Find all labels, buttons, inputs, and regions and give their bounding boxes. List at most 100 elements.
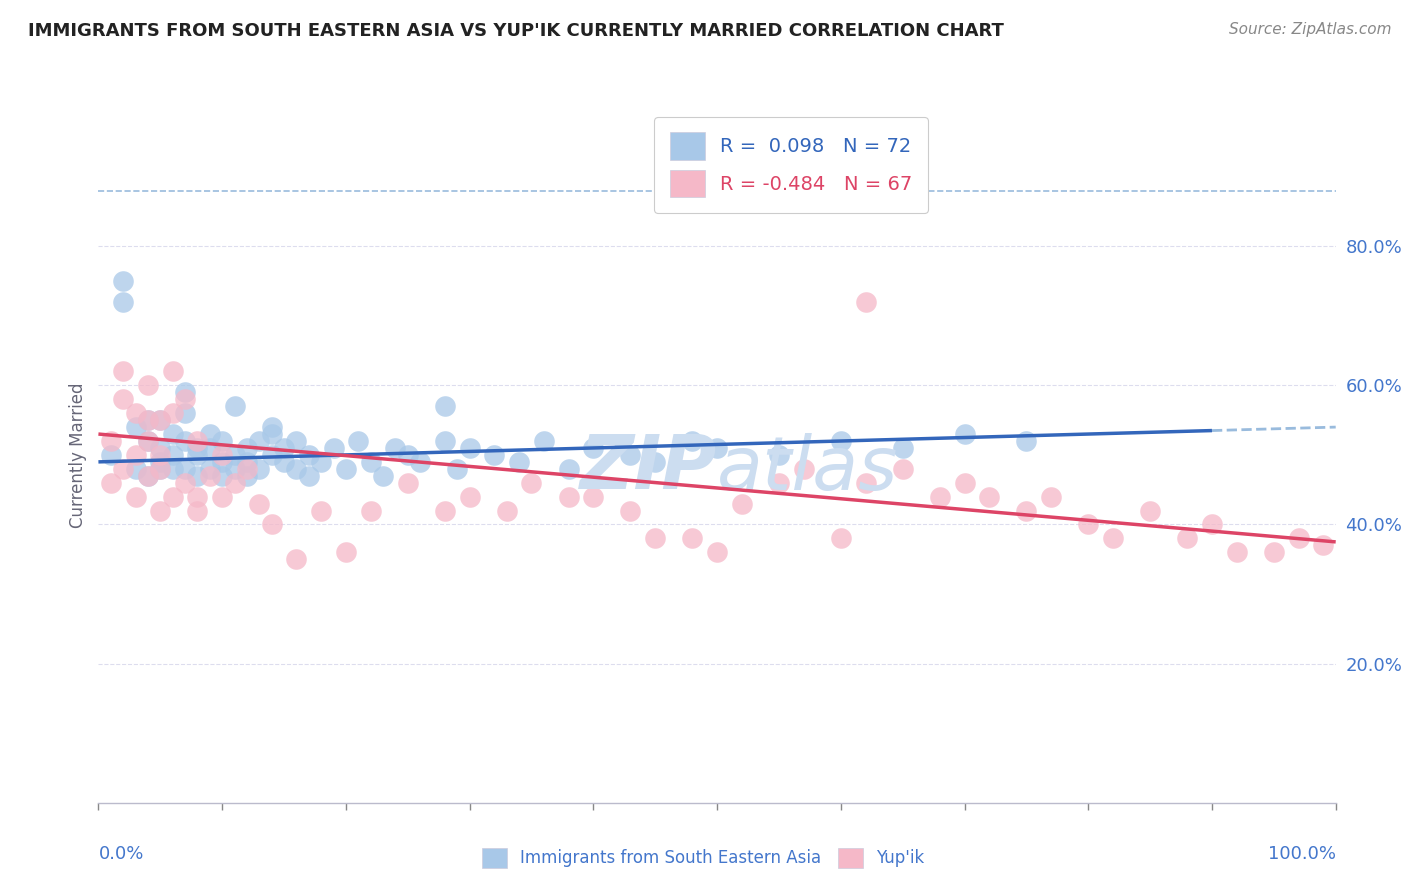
Point bbox=[136, 468, 159, 483]
Point bbox=[162, 427, 184, 442]
Point bbox=[273, 441, 295, 455]
Point bbox=[508, 455, 530, 469]
Point bbox=[186, 468, 208, 483]
Point bbox=[100, 434, 122, 448]
Point bbox=[149, 503, 172, 517]
Point bbox=[644, 532, 666, 546]
Point bbox=[224, 399, 246, 413]
Point bbox=[149, 462, 172, 476]
Point bbox=[830, 434, 852, 448]
Point bbox=[236, 455, 259, 469]
Point bbox=[681, 434, 703, 448]
Point bbox=[582, 490, 605, 504]
Point bbox=[162, 364, 184, 378]
Point bbox=[174, 392, 197, 407]
Point bbox=[371, 468, 394, 483]
Point bbox=[174, 462, 197, 476]
Point bbox=[706, 441, 728, 455]
Point bbox=[224, 448, 246, 462]
Point bbox=[298, 448, 321, 462]
Point bbox=[149, 448, 172, 462]
Point bbox=[162, 490, 184, 504]
Point bbox=[136, 378, 159, 392]
Point bbox=[396, 448, 419, 462]
Point bbox=[335, 462, 357, 476]
Point bbox=[768, 475, 790, 490]
Point bbox=[1015, 434, 1038, 448]
Point bbox=[557, 490, 579, 504]
Point bbox=[247, 434, 270, 448]
Point bbox=[458, 490, 481, 504]
Point bbox=[112, 274, 135, 288]
Point bbox=[198, 427, 221, 442]
Point bbox=[1312, 538, 1334, 552]
Point bbox=[347, 434, 370, 448]
Point bbox=[198, 441, 221, 455]
Point bbox=[198, 468, 221, 483]
Legend: R =  0.098   N = 72, R = -0.484   N = 67: R = 0.098 N = 72, R = -0.484 N = 67 bbox=[654, 117, 928, 212]
Point bbox=[149, 413, 172, 427]
Point bbox=[211, 455, 233, 469]
Point bbox=[891, 441, 914, 455]
Point bbox=[112, 392, 135, 407]
Point bbox=[458, 441, 481, 455]
Point bbox=[520, 475, 543, 490]
Point bbox=[124, 462, 146, 476]
Point bbox=[1077, 517, 1099, 532]
Point bbox=[236, 468, 259, 483]
Point bbox=[1263, 545, 1285, 559]
Point bbox=[112, 364, 135, 378]
Point bbox=[149, 462, 172, 476]
Point bbox=[224, 475, 246, 490]
Text: 0.0%: 0.0% bbox=[98, 845, 143, 863]
Point bbox=[928, 490, 950, 504]
Point bbox=[793, 462, 815, 476]
Point bbox=[446, 462, 468, 476]
Point bbox=[619, 448, 641, 462]
Point bbox=[136, 468, 159, 483]
Point bbox=[136, 434, 159, 448]
Point bbox=[112, 294, 135, 309]
Point bbox=[112, 462, 135, 476]
Text: 100.0%: 100.0% bbox=[1268, 845, 1336, 863]
Point bbox=[855, 475, 877, 490]
Point bbox=[224, 462, 246, 476]
Point bbox=[360, 503, 382, 517]
Text: ZIP: ZIP bbox=[579, 433, 717, 506]
Point bbox=[136, 413, 159, 427]
Point bbox=[285, 462, 308, 476]
Point bbox=[298, 468, 321, 483]
Point bbox=[174, 475, 197, 490]
Point bbox=[953, 475, 976, 490]
Point bbox=[211, 468, 233, 483]
Point bbox=[396, 475, 419, 490]
Point bbox=[162, 462, 184, 476]
Point bbox=[285, 434, 308, 448]
Point bbox=[124, 406, 146, 420]
Point bbox=[1175, 532, 1198, 546]
Point bbox=[186, 434, 208, 448]
Point bbox=[174, 385, 197, 400]
Point bbox=[100, 475, 122, 490]
Point bbox=[619, 503, 641, 517]
Point bbox=[891, 462, 914, 476]
Point bbox=[1201, 517, 1223, 532]
Point bbox=[953, 427, 976, 442]
Point bbox=[731, 497, 754, 511]
Point bbox=[260, 448, 283, 462]
Point bbox=[1040, 490, 1063, 504]
Point bbox=[236, 462, 259, 476]
Point bbox=[149, 413, 172, 427]
Point bbox=[273, 455, 295, 469]
Point bbox=[309, 455, 332, 469]
Point bbox=[124, 448, 146, 462]
Point bbox=[360, 455, 382, 469]
Point bbox=[433, 503, 456, 517]
Point bbox=[979, 490, 1001, 504]
Point bbox=[335, 545, 357, 559]
Point bbox=[186, 503, 208, 517]
Point bbox=[162, 448, 184, 462]
Point bbox=[309, 503, 332, 517]
Y-axis label: Currently Married: Currently Married bbox=[69, 382, 87, 528]
Point bbox=[681, 532, 703, 546]
